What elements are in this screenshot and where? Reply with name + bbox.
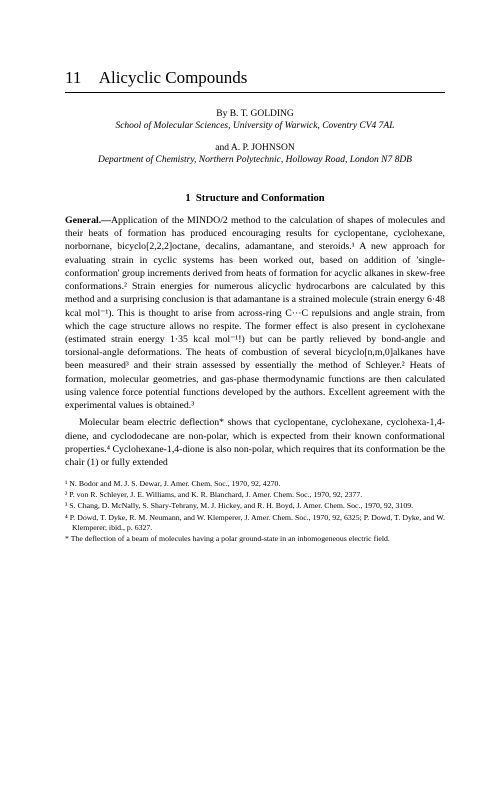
section-number: 1 [185, 193, 190, 204]
chapter-heading: 11 Alicyclic Compounds [65, 68, 445, 88]
section-heading: 1 Structure and Conformation [65, 193, 445, 204]
paragraph-2: Molecular beam electric deflection* show… [65, 416, 445, 469]
affiliation-1: School of Molecular Sciences, University… [65, 121, 445, 131]
chapter-number: 11 [65, 68, 81, 87]
footnote-3: ³ S. Chang, D. McNally, S. Shary-Tehrany… [65, 501, 445, 511]
affiliation-2: Department of Chemistry, Northern Polyte… [65, 155, 445, 165]
footnotes-block: ¹ N. Bodor and M. J. S. Dewar, J. Amer. … [65, 479, 445, 544]
horizontal-rule [65, 92, 445, 93]
footnote-2: ² P. von R. Schleyer, J. E. Williams, an… [65, 490, 445, 500]
section-title-text: Structure and Conformation [196, 193, 325, 204]
paragraph-1-text: Application of the MINDO/2 method to the… [65, 215, 445, 411]
author-byline-1: By B. T. GOLDING [65, 109, 445, 119]
footnote-star: * The deflection of a beam of molecules … [65, 534, 445, 544]
footnote-1: ¹ N. Bodor and M. J. S. Dewar, J. Amer. … [65, 479, 445, 489]
author-and-line: and A. P. JOHNSON [65, 143, 445, 153]
paragraph-1: General.—Application of the MINDO/2 meth… [65, 214, 445, 412]
page: 11 Alicyclic Compounds By B. T. GOLDING … [0, 0, 500, 575]
paragraph-runin: General.— [65, 215, 111, 226]
footnote-4: ⁴ P. Dowd, T. Dyke, R. M. Neumann, and W… [65, 513, 445, 533]
chapter-title: Alicyclic Compounds [99, 68, 248, 87]
